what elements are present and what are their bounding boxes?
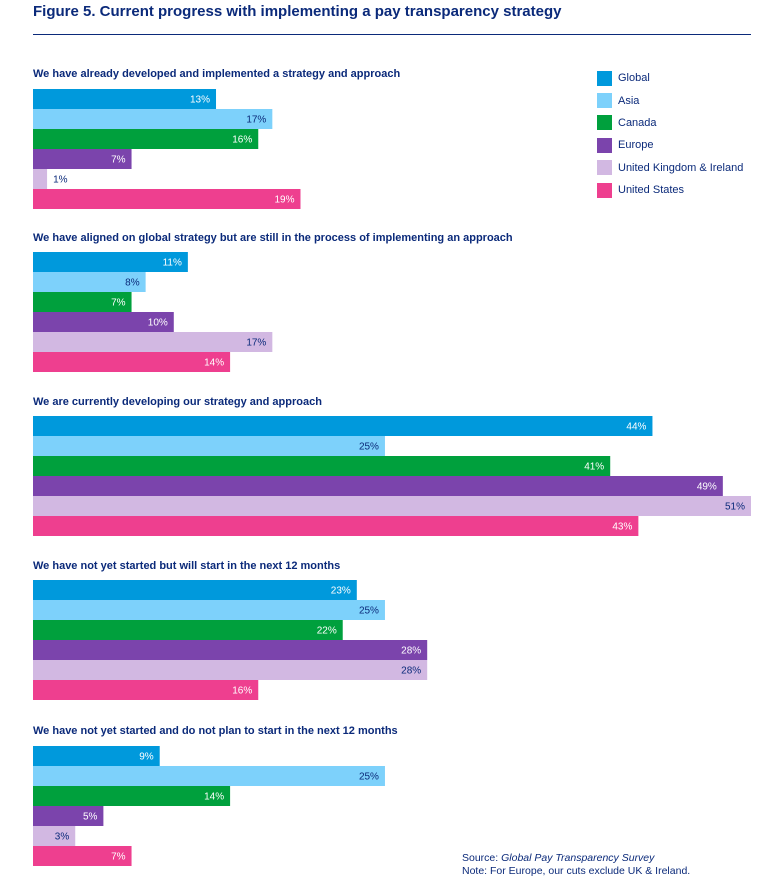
bar-value-label: 7% bbox=[111, 852, 126, 863]
source-line: Source: Global Pay Transparency Survey bbox=[462, 852, 690, 865]
chart-footnote: Source: Global Pay Transparency Survey N… bbox=[462, 852, 690, 878]
bar-value-label: 14% bbox=[204, 792, 224, 803]
bar bbox=[33, 89, 217, 109]
bar-value-label: 28% bbox=[401, 666, 421, 677]
bar bbox=[33, 149, 132, 169]
bar bbox=[33, 189, 301, 209]
legend-swatch bbox=[597, 137, 612, 153]
bar-value-label: 16% bbox=[232, 135, 252, 146]
bar-value-label: 25% bbox=[359, 442, 379, 453]
bar-value-label: 28% bbox=[401, 646, 421, 657]
bar bbox=[33, 806, 104, 826]
bar-value-label: 44% bbox=[626, 422, 646, 433]
source-prefix: Source: bbox=[462, 852, 499, 864]
bar-value-label: 11% bbox=[163, 258, 182, 269]
bar-value-label: 22% bbox=[317, 626, 337, 637]
bar-value-label: 13% bbox=[190, 95, 210, 106]
bar bbox=[33, 476, 723, 496]
bar-value-label: 14% bbox=[204, 358, 224, 369]
bar-value-label: 5% bbox=[83, 812, 98, 823]
bar bbox=[33, 496, 751, 516]
bar bbox=[33, 292, 132, 312]
legend-label: United Kingdom & Ireland bbox=[618, 161, 744, 174]
legend-item: Europe bbox=[597, 134, 743, 156]
bar bbox=[33, 640, 428, 660]
legend-swatch bbox=[597, 93, 612, 109]
bar-value-label: 7% bbox=[111, 298, 126, 309]
bar bbox=[33, 826, 76, 846]
group-title: We have not yet started but will start i… bbox=[33, 560, 340, 572]
bar-value-label: 1% bbox=[53, 175, 68, 186]
legend-label: Global bbox=[618, 72, 650, 85]
bar-value-label: 23% bbox=[331, 586, 351, 597]
bar-value-label: 25% bbox=[359, 772, 379, 783]
legend-label: Canada bbox=[618, 116, 657, 129]
bar bbox=[33, 169, 48, 189]
bar-value-label: 41% bbox=[584, 462, 604, 473]
bar bbox=[33, 252, 188, 272]
legend-swatch bbox=[597, 115, 612, 131]
bar bbox=[33, 580, 357, 600]
chart-legend: Global Asia Canada Europe United Kingdom & I… bbox=[597, 67, 743, 201]
legend-label: Europe bbox=[618, 139, 654, 152]
legend-item: Canada bbox=[597, 112, 743, 134]
bar bbox=[33, 516, 639, 536]
bar bbox=[33, 746, 160, 766]
bar bbox=[33, 352, 231, 372]
bar-value-label: 43% bbox=[612, 522, 632, 533]
legend-swatch bbox=[597, 182, 612, 198]
bar-value-label: 17% bbox=[246, 115, 266, 126]
bar bbox=[33, 766, 385, 786]
note-line: Note: For Europe, our cuts exclude UK & … bbox=[462, 865, 691, 877]
bar-value-label: 19% bbox=[274, 195, 294, 206]
group-title: We have aligned on global strategy but a… bbox=[33, 232, 513, 244]
bar bbox=[33, 786, 231, 806]
bar bbox=[33, 109, 273, 129]
bar-value-label: 7% bbox=[111, 155, 126, 166]
source-name: Global Pay Transparency Survey bbox=[501, 852, 655, 864]
bar bbox=[33, 332, 273, 352]
figure-title: Figure 5. Current progress with implemen… bbox=[33, 3, 562, 20]
group-title: We have not yet started and do not plan … bbox=[33, 725, 398, 737]
bar-value-label: 10% bbox=[148, 318, 168, 329]
bar bbox=[33, 272, 146, 292]
legend-label: Asia bbox=[618, 94, 640, 107]
bar-value-label: 17% bbox=[246, 338, 266, 349]
bar bbox=[33, 416, 653, 436]
bar bbox=[33, 312, 174, 332]
bar bbox=[33, 680, 259, 700]
legend-label: United States bbox=[618, 184, 685, 197]
bar-value-label: 49% bbox=[697, 482, 717, 493]
bar-value-label: 25% bbox=[359, 606, 379, 617]
legend-item: Asia bbox=[597, 89, 743, 111]
bar bbox=[33, 846, 132, 866]
bar-value-label: 51% bbox=[725, 502, 745, 513]
legend-swatch bbox=[597, 160, 612, 176]
bar bbox=[33, 660, 428, 680]
bar bbox=[33, 456, 611, 476]
legend-item: Global bbox=[597, 67, 743, 89]
group-title: We are currently developing our strategy… bbox=[33, 396, 322, 408]
bar-value-label: 9% bbox=[139, 752, 154, 763]
bar bbox=[33, 129, 259, 149]
legend-item: United States bbox=[597, 179, 743, 201]
group-title: We have already developed and implemente… bbox=[33, 68, 400, 80]
bar-value-label: 16% bbox=[232, 686, 252, 697]
bar-value-label: 3% bbox=[55, 832, 70, 843]
title-divider bbox=[33, 34, 751, 35]
legend-swatch bbox=[597, 70, 612, 86]
bar bbox=[33, 436, 385, 456]
bar bbox=[33, 600, 385, 620]
bar bbox=[33, 620, 343, 640]
legend-item: United Kingdom & Ireland bbox=[597, 157, 743, 179]
bar-value-label: 8% bbox=[125, 278, 140, 289]
